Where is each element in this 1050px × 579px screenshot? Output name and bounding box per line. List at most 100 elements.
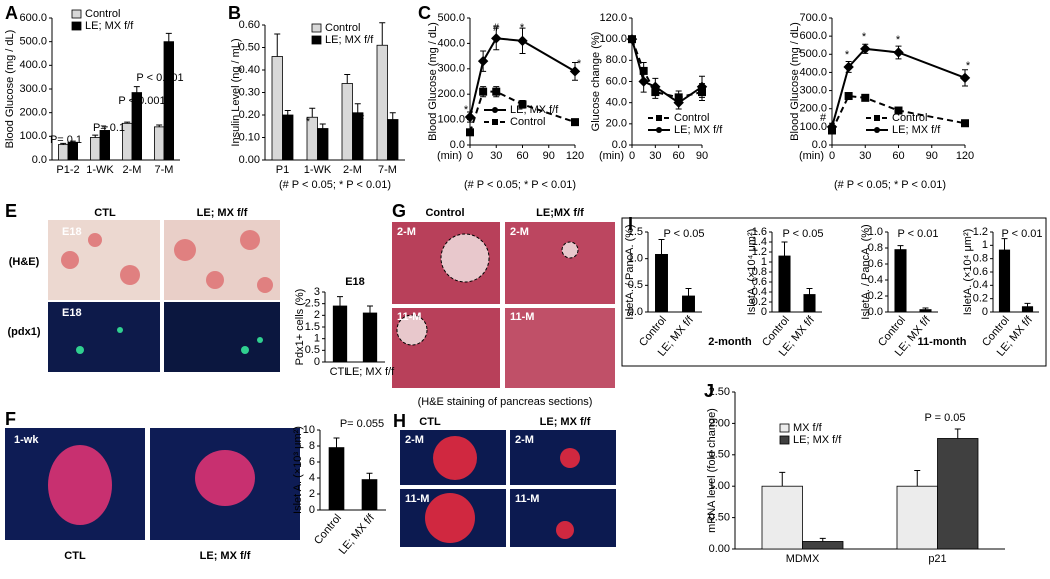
- image-tag: 2-M: [397, 226, 416, 238]
- legend-label: LE; MX f/f: [892, 124, 941, 136]
- error-bar: [658, 238, 665, 255]
- y-tick-label: 300.0: [799, 84, 827, 96]
- bar: [937, 438, 979, 550]
- y-tick-label: 700.0: [799, 12, 827, 24]
- point: [518, 100, 527, 109]
- image-tag: 11-M: [397, 311, 421, 323]
- annotation: P < 0.01: [897, 228, 938, 240]
- legend-marker: [874, 115, 880, 121]
- islet: [561, 241, 579, 259]
- y-tick-label: 0.00: [709, 543, 730, 555]
- bar: [655, 253, 668, 313]
- x-tick-label: 90: [696, 150, 708, 162]
- micrograph: [164, 302, 280, 372]
- panel-letter: F: [5, 409, 16, 429]
- panel-letter: G: [392, 201, 406, 221]
- legend-label: LE; MX f/f: [510, 104, 559, 116]
- y-tick-label: 0.8: [752, 266, 767, 278]
- legend-label: Control: [325, 22, 360, 34]
- y-tick-label: 3: [314, 286, 320, 298]
- error-bar: [366, 472, 373, 480]
- bar: [894, 249, 907, 313]
- legend-marker: [874, 127, 880, 133]
- annotation: #: [358, 112, 365, 124]
- y-tick-label: 2: [314, 309, 320, 321]
- error-bar: [914, 470, 921, 487]
- annotation: P= 0.1: [50, 134, 82, 146]
- bar: [803, 294, 816, 313]
- legend-label: Control: [510, 116, 545, 128]
- annotation: P < 0.001: [136, 72, 183, 84]
- y-tick-label: 1.0: [868, 226, 883, 238]
- bar: [271, 56, 283, 161]
- x-tick-label: 2-M: [123, 164, 142, 176]
- y-tick-label: 0.0: [812, 139, 827, 151]
- error-bar: [779, 471, 786, 487]
- panel-letter: C: [418, 3, 431, 23]
- y-tick-label: 0.20: [239, 109, 260, 121]
- y-tick-label: 1.4: [752, 236, 767, 248]
- x-tick-label: 2-M: [343, 164, 362, 176]
- y-tick-label: 1.5: [305, 321, 320, 333]
- panel-letter: I: [628, 214, 633, 234]
- y-tick-label: 120.0: [599, 12, 627, 24]
- legend-swatch: [71, 21, 82, 31]
- legend-label: LE; MX f/f: [674, 124, 723, 136]
- y-tick-label: 0: [982, 306, 988, 318]
- bar: [361, 479, 378, 511]
- point: [479, 87, 488, 96]
- y-tick-label: 0.6: [973, 266, 988, 278]
- y-tick-label: 0: [309, 504, 315, 516]
- legend-label: Control: [674, 112, 709, 124]
- bar: [99, 130, 111, 161]
- point: [491, 33, 502, 44]
- legend-label: LE; MX f/f: [325, 34, 374, 46]
- bar: [90, 137, 101, 161]
- y-tick-label: 0.4: [752, 286, 767, 298]
- y-tick-label: 1: [761, 256, 767, 268]
- bar: [998, 249, 1011, 313]
- islet: [556, 521, 574, 539]
- error-bar: [69, 140, 76, 143]
- y-tick-label: 500.0: [437, 12, 465, 24]
- x-tick-label: P1: [276, 164, 289, 176]
- error-bar: [165, 32, 172, 42]
- micrograph: [505, 308, 615, 388]
- legend-marker: [656, 127, 662, 133]
- error-bar: [922, 307, 929, 310]
- bar: [362, 312, 378, 363]
- point: [571, 118, 579, 127]
- x-tick-label: LE; MX f/f: [337, 511, 378, 556]
- y-tick-label: 1.00: [709, 480, 730, 492]
- panel-letter: H: [393, 411, 406, 431]
- y-tick-label: 1.6: [752, 226, 767, 238]
- row-label: (H&E): [9, 256, 40, 268]
- panel-letter: A: [5, 3, 18, 23]
- image-tag: 11-M: [405, 493, 429, 505]
- y-tick-label: 0.10: [239, 131, 260, 143]
- group-label: 11-month: [918, 336, 967, 348]
- error-bar: [133, 86, 140, 93]
- x-tick-label: 7-M: [155, 164, 174, 176]
- image-tag: E18: [62, 226, 82, 238]
- column-label: CTL: [64, 550, 86, 562]
- y-tick-label: 500.0: [799, 48, 827, 60]
- bar: [341, 83, 353, 161]
- x-tick-label: 1-WK: [304, 164, 332, 176]
- point: [464, 111, 476, 123]
- point: [961, 119, 969, 128]
- caption: (H&E staining of pancreas sections): [418, 396, 593, 408]
- y-tick-label: 100.0: [19, 130, 47, 142]
- image-tag: 11-M: [515, 493, 539, 505]
- bar: [58, 144, 69, 161]
- point: [894, 106, 903, 115]
- error-bar: [284, 110, 291, 115]
- bar: [332, 305, 348, 363]
- islet: [396, 314, 428, 346]
- y-tick-label: 0.6: [752, 276, 767, 288]
- legend-swatch: [779, 435, 790, 445]
- y-tick-label: 0.2: [868, 290, 883, 302]
- point: [696, 81, 708, 92]
- y-tick-label: 2: [309, 488, 315, 500]
- legend-marker: [656, 115, 662, 121]
